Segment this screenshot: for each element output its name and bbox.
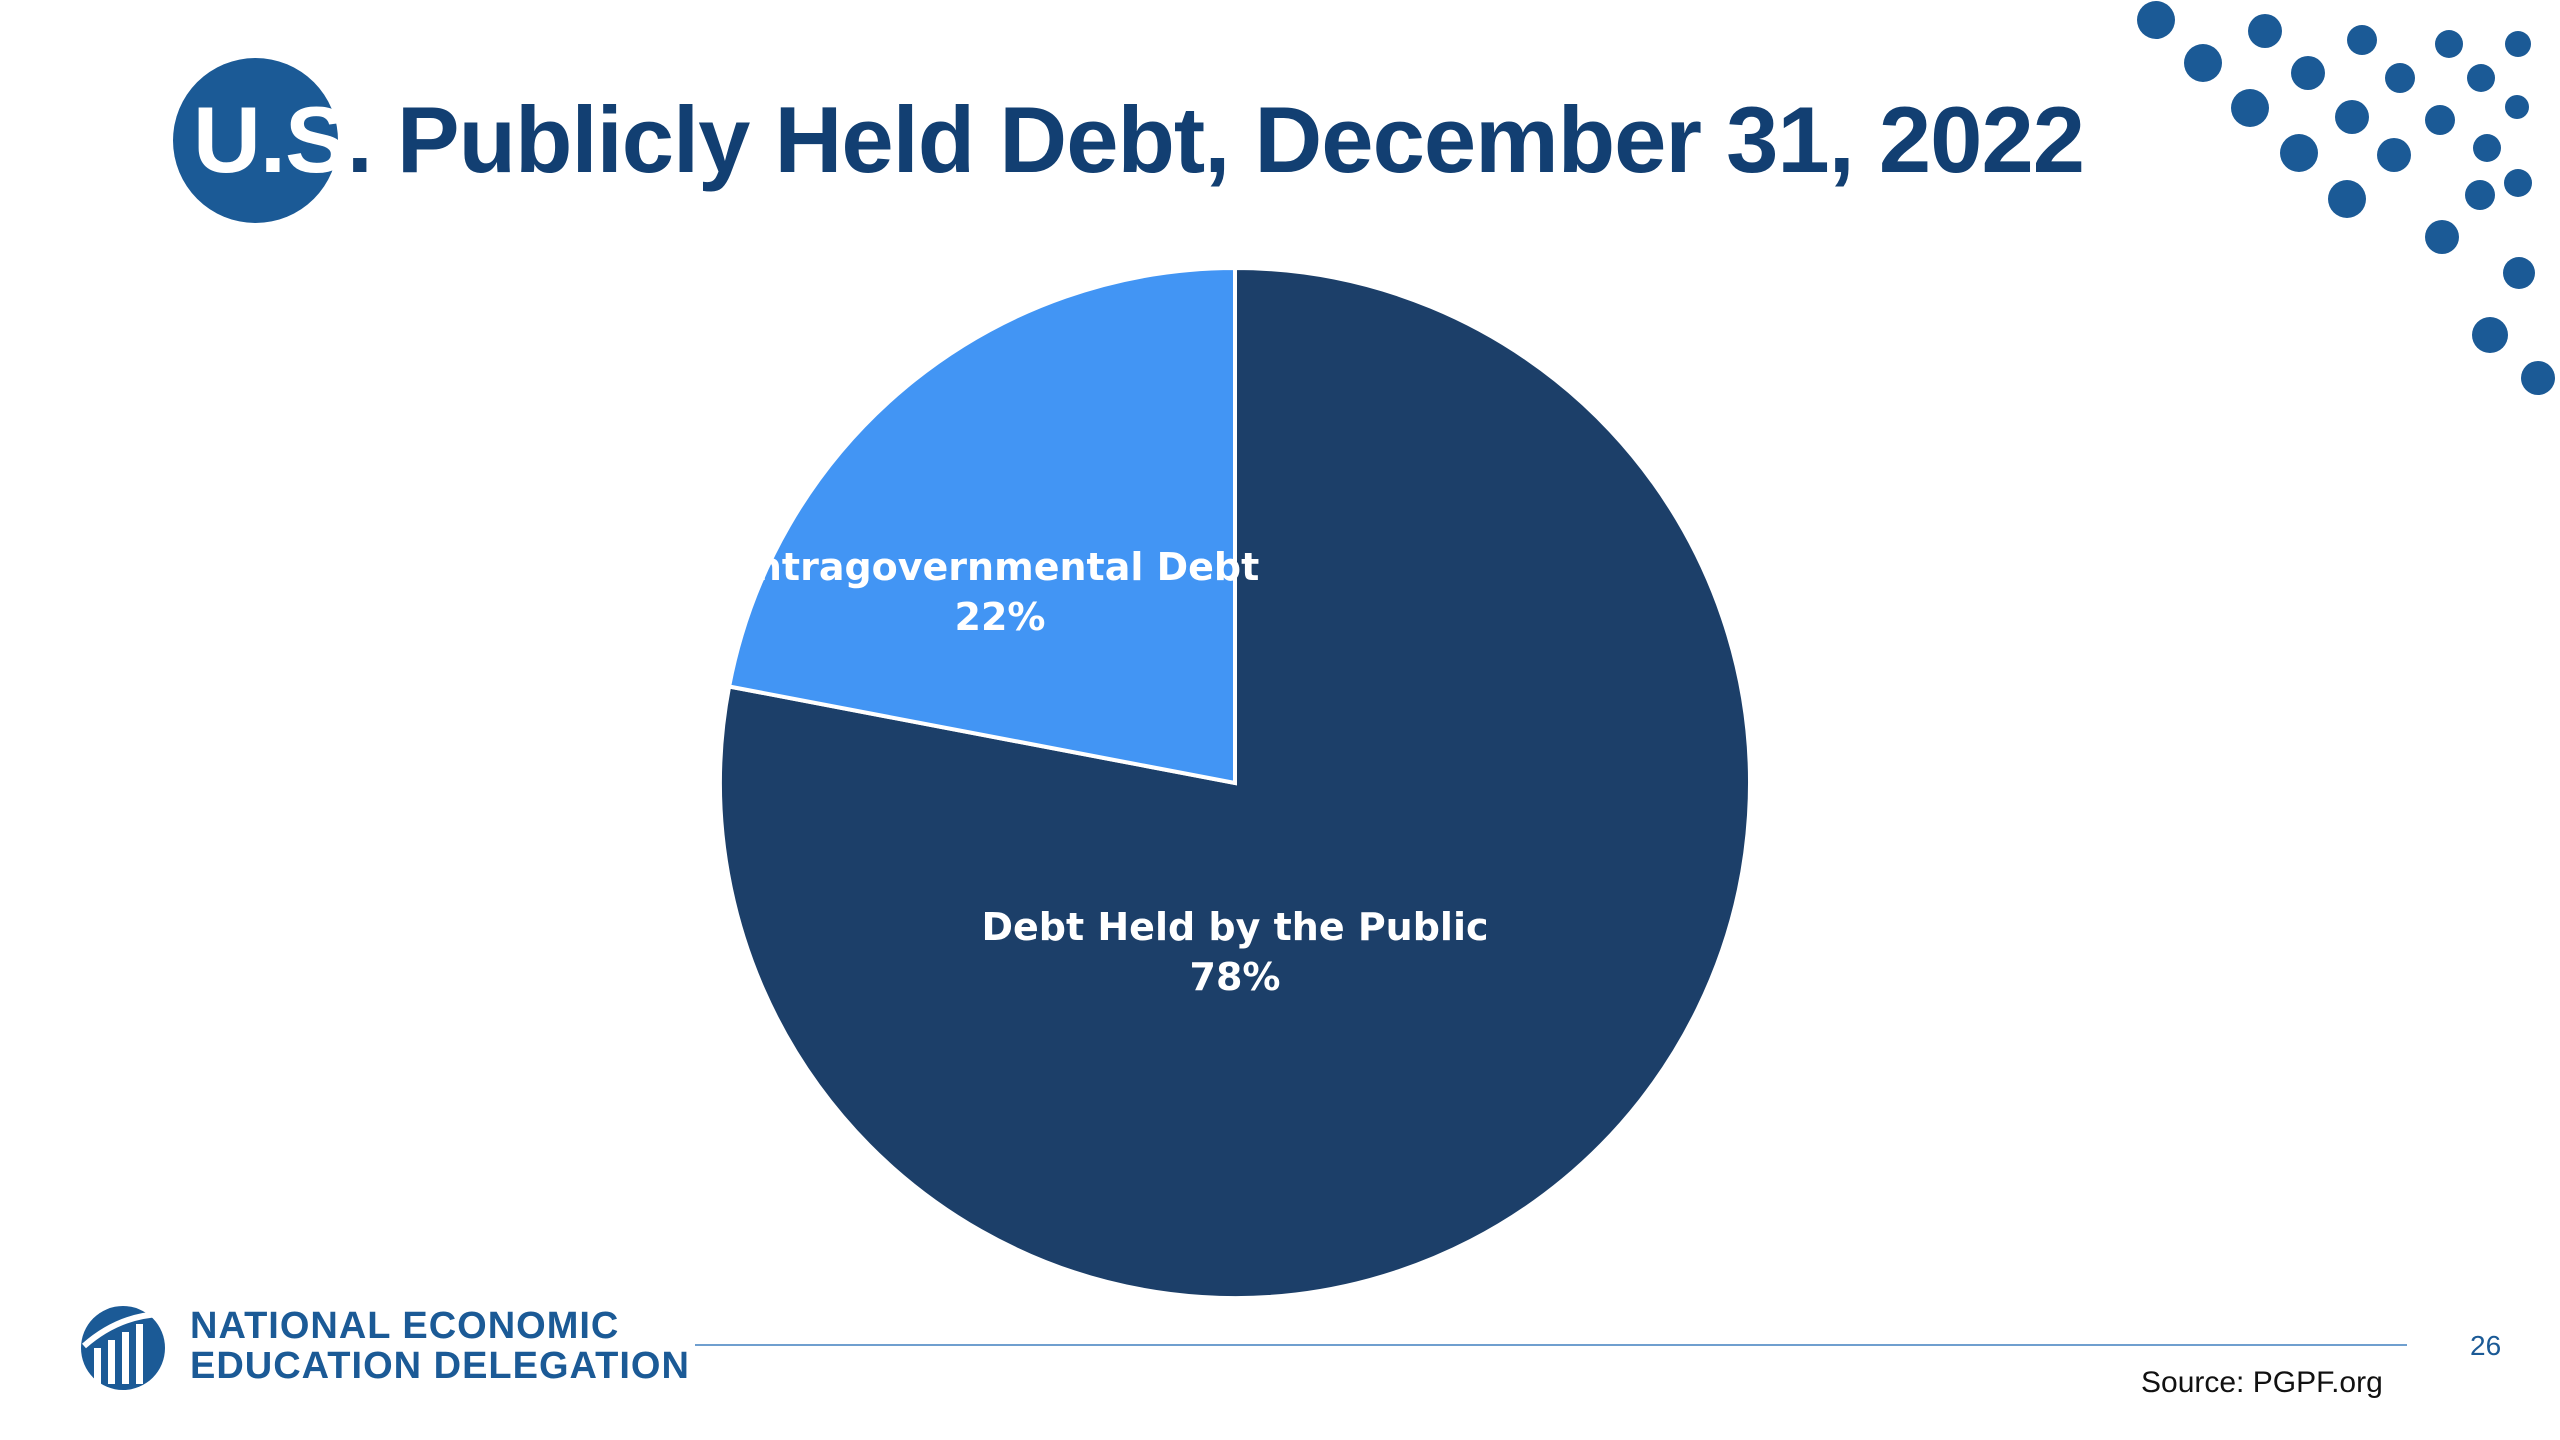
decorative-dot [2465, 180, 2495, 210]
slice-label-debt-held-by-public: Debt Held by the Public 78% [981, 905, 1488, 999]
decorative-dot [2137, 1, 2175, 39]
title-circle-decoration [173, 57, 338, 223]
title-prefix-u: U. [193, 87, 286, 192]
decorative-dot [2435, 30, 2463, 58]
title-prefix-s: S [285, 87, 348, 192]
footer-logo: NATIONAL ECONOMIC EDUCATION DELEGATION [78, 1298, 690, 1393]
slide-number: 26 [2470, 1330, 2502, 1361]
decorative-dot [2347, 25, 2377, 55]
source-note: Source: PGPF.org [2141, 1366, 2383, 1399]
decorative-dot [2184, 44, 2222, 82]
decorative-dot [2467, 64, 2495, 92]
pie-chart: Debt Held by the Public 78% Intragovernmen… [718, 265, 1752, 1300]
slice-label-intragovernmental-debt-name: Intragovernmental Debt [741, 545, 1260, 589]
decorative-dot [2328, 180, 2366, 218]
slice-label-intragovernmental-debt: Intragovernmental Debt 22% [741, 545, 1260, 639]
decorative-dot [2505, 31, 2531, 57]
decorative-dot [2335, 100, 2369, 134]
org-name-line2: EDUCATION DELEGATION [190, 1344, 690, 1387]
slice-label-debt-held-by-public-percent: 78% [1190, 955, 1281, 999]
org-name: NATIONAL ECONOMIC EDUCATION DELEGATION [190, 1306, 690, 1386]
decorative-dot [2425, 105, 2455, 135]
decorative-dot [2385, 63, 2415, 93]
footer-rule [695, 1344, 2407, 1346]
needelegation-logo-icon [81, 1306, 168, 1390]
title-rest: . Publicly Held Debt, December 31, 2022 [346, 87, 2085, 192]
decorative-dot [2504, 169, 2532, 197]
title-text: U.S. Publicly Held Debt, December 31, 20… [193, 86, 2085, 194]
org-name-line1: NATIONAL ECONOMIC [190, 1304, 620, 1347]
decorative-dot [2521, 361, 2555, 395]
slide-title: U.S. Publicly Held Debt, December 31, 20… [173, 55, 2085, 225]
slice-label-debt-held-by-public-name: Debt Held by the Public [981, 905, 1488, 949]
decorative-dot [2248, 14, 2282, 48]
decorative-dot [2280, 134, 2318, 172]
decorative-dot [2291, 56, 2325, 90]
decorative-dot [2505, 95, 2529, 119]
decorative-dot [2377, 138, 2411, 172]
decorative-dot [2472, 317, 2508, 353]
slice-intragovernmental-debt [726, 265, 1237, 786]
decorative-dot [2231, 89, 2269, 127]
slice-label-intragovernmental-debt-percent: 22% [955, 595, 1046, 639]
decorative-dot [2425, 220, 2459, 254]
decorative-dot [2473, 134, 2501, 162]
decorative-dot [2503, 257, 2535, 289]
